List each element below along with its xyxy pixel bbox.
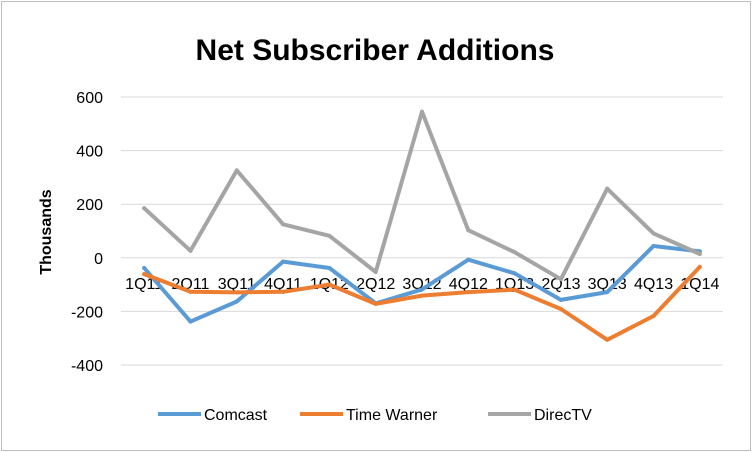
y-tick-label: -400 [71,358,103,375]
series-directv [142,109,702,282]
x-tick-label: 1Q14 [680,276,719,293]
data-point [234,299,239,304]
data-point [188,248,193,253]
series-line [142,109,702,282]
data-point [420,293,424,298]
data-point [373,270,378,275]
chart-title: Net Subscriber Additions [196,34,555,67]
data-point [558,277,563,282]
data-point [605,290,610,295]
x-tick-label: 3Q12 [402,276,441,293]
data-point [512,287,517,292]
data-point [651,244,656,249]
data-point [605,186,610,191]
data-point [234,290,239,295]
x-tick-label: 2Q12 [356,276,395,293]
data-point [142,265,147,270]
series-comcast [142,244,702,324]
data-point [420,109,424,114]
data-point [327,265,332,270]
data-point [327,233,332,238]
x-tick-label: 3Q11 [218,276,256,293]
data-point [512,250,517,255]
data-point [188,319,193,324]
series-time-warner [142,264,702,342]
data-point [466,228,471,233]
data-point [142,206,147,211]
data-point [697,264,702,269]
data-point [697,252,702,257]
data-point [605,337,610,342]
legend-item: Time Warner [300,407,438,424]
data-point [558,306,563,311]
data-point [466,257,471,262]
y-axis-label: Thousands [38,189,55,274]
data-point [651,231,656,236]
y-tick-label: 400 [76,144,103,161]
legend-item: Comcast [158,407,268,424]
y-tick-label: -200 [71,304,103,321]
y-tick-label: 0 [94,251,103,268]
data-point [466,290,471,295]
y-tick-label: 200 [76,197,103,214]
data-point [651,313,656,318]
data-point [373,301,378,306]
gridlines [121,96,723,366]
legend-label: DirecTV [534,407,592,424]
x-tick-label: 4Q13 [634,276,673,293]
x-tick-label: 2Q13 [541,276,580,293]
data-point [558,297,563,302]
legend-label: Comcast [204,407,268,424]
data-point [188,289,193,294]
y-tick-label: 600 [76,90,103,107]
data-point [327,282,332,287]
y-tick-labels: 600 400 200 0 -200 -400 [71,90,103,375]
data-point [142,272,147,277]
data-point [512,271,517,276]
legend-label: Time Warner [346,407,438,424]
data-point [281,222,286,227]
series-lines [142,109,702,342]
data-point [281,289,286,294]
data-point [234,168,239,173]
data-point [420,287,424,292]
data-point [281,259,286,264]
x-tick-label: 4Q12 [449,276,488,293]
legend-item: DirecTV [488,407,592,424]
legend: Comcast Time Warner DirecTV [158,407,592,424]
